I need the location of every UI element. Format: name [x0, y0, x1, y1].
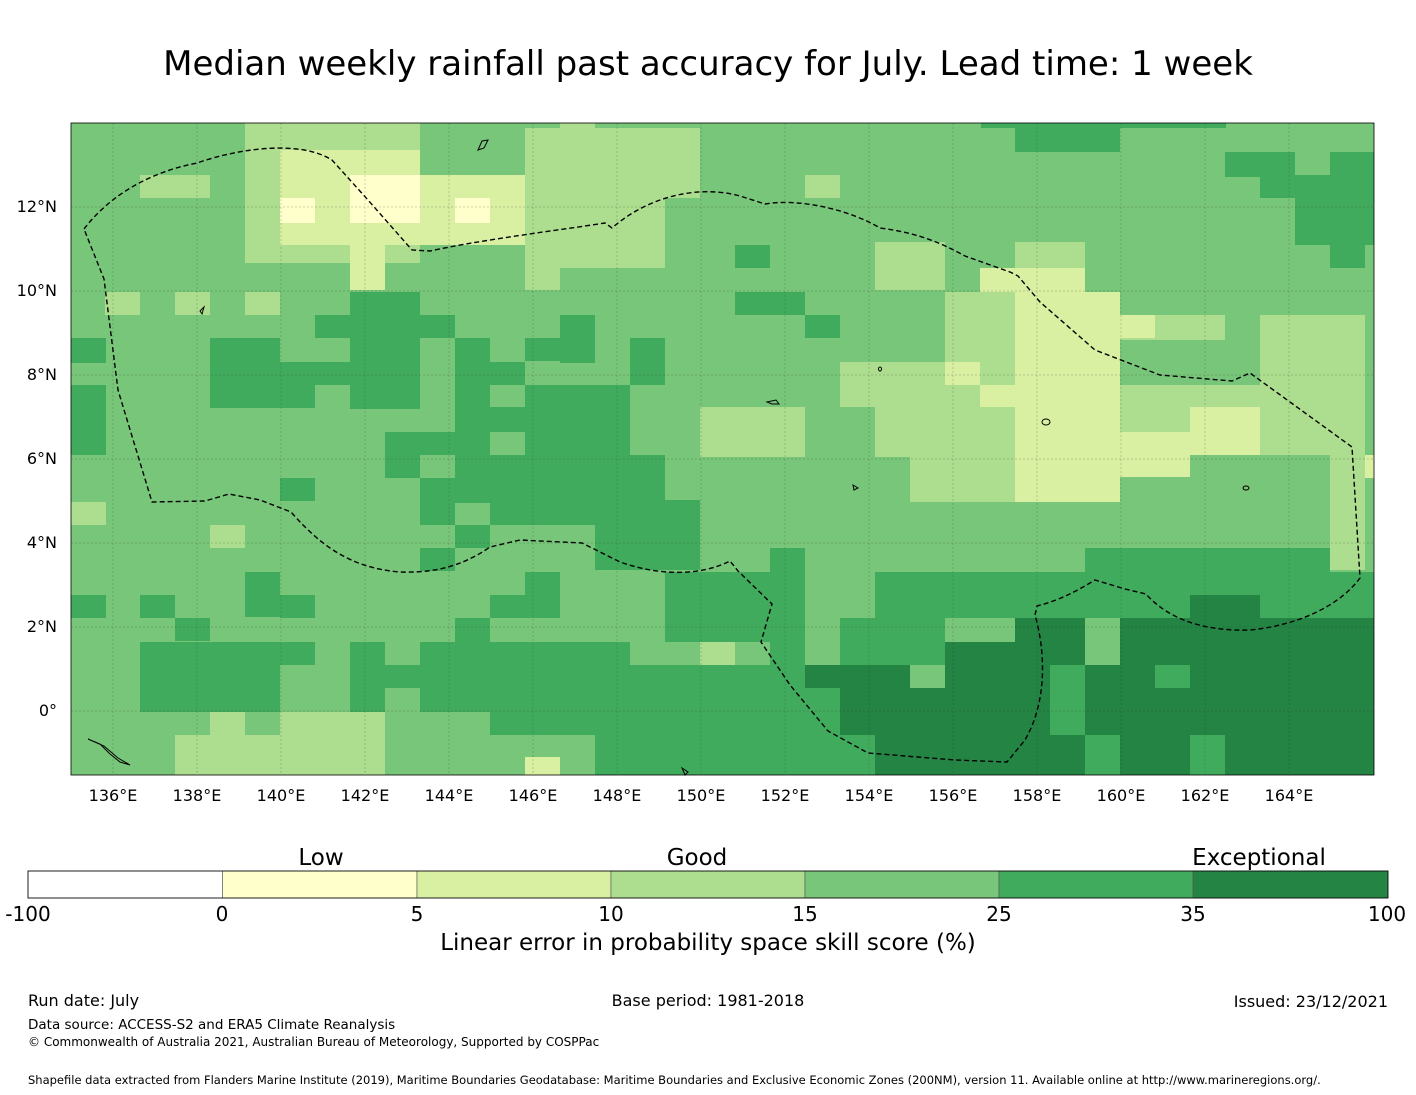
lat-tick: 4°N	[27, 533, 57, 552]
lon-tick: 144°E	[425, 786, 474, 805]
lon-tick: 146°E	[509, 786, 558, 805]
colorbar-swatch	[27, 870, 223, 899]
eez-boundary	[83, 147, 1361, 763]
lat-tick: 0°	[39, 701, 57, 720]
lon-tick: 162°E	[1181, 786, 1230, 805]
map-frame	[70, 122, 1375, 776]
colorbar-class-low: Low	[298, 845, 343, 871]
issued-date: Issued: 23/12/2021	[1234, 992, 1388, 1011]
lon-tick: 152°E	[761, 786, 810, 805]
lon-tick: 142°E	[341, 786, 390, 805]
colorbar-class-exceptional: Exceptional	[1192, 845, 1326, 871]
lon-tick: 164°E	[1265, 786, 1314, 805]
lon-tick: 160°E	[1097, 786, 1146, 805]
lat-tick: 8°N	[27, 365, 57, 384]
colorbar-tick: 25	[986, 902, 1011, 926]
map-title: Median weekly rainfall past accuracy for…	[163, 44, 1253, 84]
lat-tick: 2°N	[27, 617, 57, 636]
shapefile-credit: Shapefile data extracted from Flanders M…	[28, 1073, 1321, 1087]
colorbar-swatch	[804, 870, 1000, 899]
copyright: © Commonwealth of Australia 2021, Austra…	[28, 1035, 599, 1049]
colorbar-class-good: Good	[667, 845, 728, 871]
skill-grid	[71, 123, 1374, 775]
graticule	[71, 123, 1374, 775]
lon-tick: 138°E	[173, 786, 222, 805]
base-period: Base period: 1981-2018	[612, 991, 805, 1010]
colorbar-axis-label: Linear error in probability space skill …	[440, 930, 976, 956]
colorbar-swatch	[416, 870, 612, 899]
colorbar-tick: -100	[5, 902, 50, 926]
lon-tick: 140°E	[257, 786, 306, 805]
lon-tick: 150°E	[677, 786, 726, 805]
lon-tick: 148°E	[593, 786, 642, 805]
data-source: Data source: ACCESS-S2 and ERA5 Climate …	[28, 1017, 395, 1033]
run-date: Run date: July	[28, 991, 139, 1010]
lat-tick: 12°N	[17, 197, 57, 216]
colorbar-tick: 35	[1180, 902, 1205, 926]
lon-tick: 154°E	[845, 786, 894, 805]
lon-tick: 136°E	[89, 786, 138, 805]
colorbar-swatch	[610, 870, 806, 899]
colorbar-tick: 15	[792, 902, 817, 926]
colorbar-tick: 5	[411, 902, 424, 926]
colorbar-swatch	[998, 870, 1194, 899]
lat-tick: 10°N	[17, 281, 57, 300]
colorbar	[27, 870, 1389, 899]
colorbar-tick: 10	[598, 902, 623, 926]
coastlines	[87, 139, 1250, 776]
lon-tick: 158°E	[1013, 786, 1062, 805]
colorbar-swatch	[222, 870, 418, 899]
lon-tick: 156°E	[929, 786, 978, 805]
colorbar-tick: 100	[1368, 902, 1406, 926]
colorbar-swatch	[1192, 870, 1389, 899]
colorbar-tick: 0	[216, 902, 229, 926]
lat-tick: 6°N	[27, 449, 57, 468]
